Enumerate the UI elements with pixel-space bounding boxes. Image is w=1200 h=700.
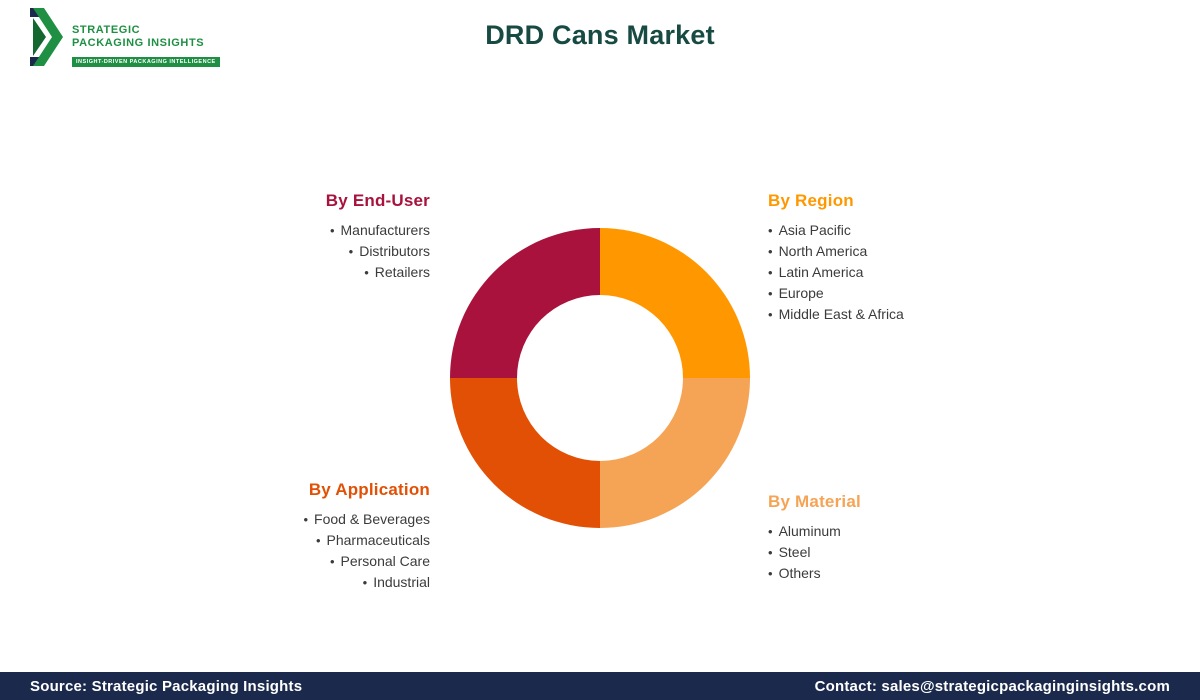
bullet-icon: • xyxy=(329,223,335,238)
segment-material-heading: By Material xyxy=(768,492,861,511)
segment-end-user-heading: By End-User xyxy=(325,191,430,210)
logo-name-line1: STRATEGIC xyxy=(72,24,141,36)
list-item-label: Industrial xyxy=(373,574,430,590)
segment-region-heading: By Region xyxy=(768,191,854,210)
list-item: • Industrial xyxy=(150,572,430,593)
logo-chevron-icon xyxy=(30,8,63,66)
segment-end-user-items: • Manufacturers • Distributors • Retailers xyxy=(150,220,430,283)
segment-region-items: • Asia Pacific • North America • Latin Americ… xyxy=(768,220,1048,325)
list-item: • Aluminum xyxy=(768,521,1048,542)
list-item-label: Food & Beverages xyxy=(314,511,430,527)
logo-tagline: INSIGHT-DRIVEN PACKAGING INTELLIGENCE xyxy=(72,57,220,67)
list-item-label: Personal Care xyxy=(340,553,431,569)
list-item: • Food & Beverages xyxy=(150,509,430,530)
bullet-icon: • xyxy=(315,533,321,548)
page-title: DRD Cans Market xyxy=(485,20,715,50)
bullet-icon: • xyxy=(362,575,368,590)
bullet-icon: • xyxy=(768,286,773,301)
segment-application: By Application • Food & Beverages • Pharmac… xyxy=(150,480,430,593)
list-item: • North America xyxy=(768,241,1048,262)
list-item-label: Aluminum xyxy=(778,523,841,539)
list-item: • Middle East & Africa xyxy=(768,304,1048,325)
segment-material: By Material • Aluminum • Steel • Others xyxy=(768,492,1048,584)
list-item: • Latin America xyxy=(768,262,1048,283)
list-item-label: Distributors xyxy=(359,243,430,259)
bullet-icon: • xyxy=(768,524,773,539)
list-item: • Asia Pacific xyxy=(768,220,1048,241)
list-item: • Distributors xyxy=(150,241,430,262)
footer-source: Source: Strategic Packaging Insights xyxy=(30,677,303,695)
list-item-label: Asia Pacific xyxy=(778,222,851,238)
list-item: • Pharmaceuticals xyxy=(150,530,430,551)
list-item: • Retailers xyxy=(150,262,430,283)
list-item: • Steel xyxy=(768,542,1048,563)
segment-region: By Region • Asia Pacific • North America • La… xyxy=(768,191,1048,325)
footer-bar: Source: Strategic Packaging Insights Con… xyxy=(0,672,1200,700)
list-item-label: Steel xyxy=(778,544,811,560)
list-item-label: Europe xyxy=(778,285,824,301)
donut-chart xyxy=(450,228,750,528)
logo-text: STRATEGIC PACKAGING INSIGHTS INSIGHT-DRI… xyxy=(72,8,220,68)
list-item-label: Manufacturers xyxy=(340,222,430,238)
list-item-label: Retailers xyxy=(374,264,430,280)
bullet-icon: • xyxy=(348,244,354,259)
bullet-icon: • xyxy=(768,244,773,259)
list-item-label: Middle East & Africa xyxy=(778,306,904,322)
list-item-label: Others xyxy=(778,565,821,581)
logo-name-line2: PACKAGING INSIGHTS xyxy=(72,37,205,49)
list-item-label: Pharmaceuticals xyxy=(326,532,431,548)
segment-end-user: By End-User • Manufacturers • Distributors •… xyxy=(150,191,430,283)
footer-contact: Contact: sales@strategicpackaginginsight… xyxy=(814,677,1170,695)
bullet-icon: • xyxy=(768,265,773,280)
bullet-icon: • xyxy=(329,554,335,569)
list-item-label: Latin America xyxy=(778,264,864,280)
segment-application-items: • Food & Beverages • Pharmaceuticals • Person… xyxy=(150,509,430,593)
list-item: • Manufacturers xyxy=(150,220,430,241)
list-item: • Personal Care xyxy=(150,551,430,572)
bullet-icon: • xyxy=(768,566,773,581)
segment-application-heading: By Application xyxy=(308,480,430,499)
list-item: • Europe xyxy=(768,283,1048,304)
bullet-icon: • xyxy=(303,512,309,527)
list-item: • Others xyxy=(768,563,1048,584)
logo: STRATEGIC PACKAGING INSIGHTS INSIGHT-DRI… xyxy=(30,8,220,68)
donut-hole xyxy=(517,295,683,461)
list-item-label: North America xyxy=(778,243,868,259)
bullet-icon: • xyxy=(768,223,773,238)
bullet-icon: • xyxy=(768,307,773,322)
segment-material-items: • Aluminum • Steel • Others xyxy=(768,521,1048,584)
bullet-icon: • xyxy=(768,545,773,560)
bullet-icon: • xyxy=(364,265,369,280)
